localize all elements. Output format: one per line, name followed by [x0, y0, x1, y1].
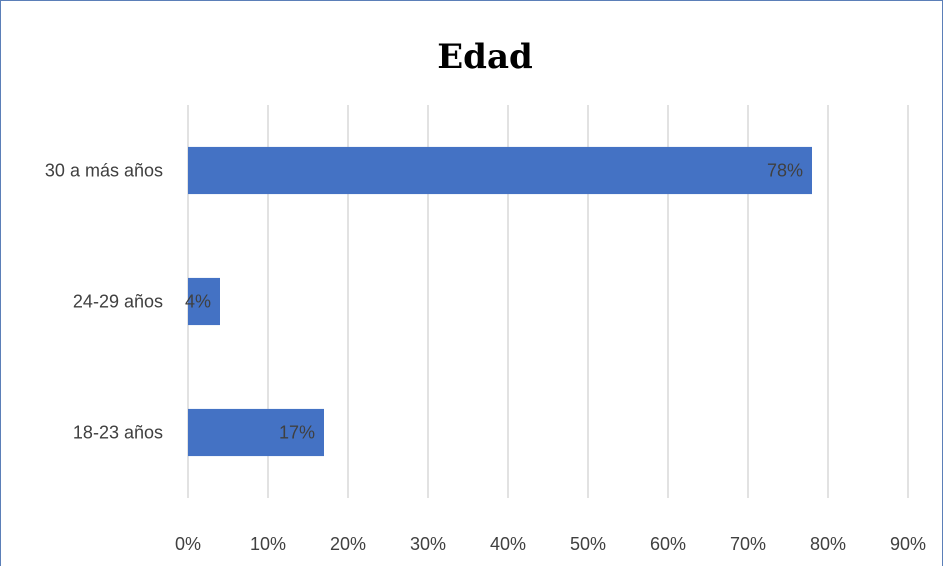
- x-tick-label: 80%: [810, 534, 846, 554]
- x-tick-label: 20%: [330, 534, 366, 554]
- data-label: 4%: [185, 292, 211, 312]
- bar: [188, 146, 812, 195]
- data-label: 17%: [279, 423, 315, 443]
- category-label: 24-29 años: [73, 292, 163, 312]
- x-tick-label: 50%: [570, 534, 606, 554]
- data-labels: 78% 4% 17%: [185, 161, 803, 443]
- category-label: 30 a más años: [45, 161, 163, 181]
- x-tick-label: 0%: [175, 534, 201, 554]
- x-tick-label: 70%: [730, 534, 766, 554]
- data-label: 78%: [767, 161, 803, 181]
- x-tick-label: 60%: [650, 534, 686, 554]
- bar: [188, 277, 220, 326]
- x-axis-tick-labels: 0% 10% 20% 30% 40% 50% 60% 70% 80% 90%: [175, 534, 926, 554]
- category-labels: 30 a más años 24-29 años 18-23 años: [45, 161, 163, 443]
- x-tick-label: 30%: [410, 534, 446, 554]
- bars: [188, 146, 812, 457]
- x-tick-label: 90%: [890, 534, 926, 554]
- bar: [188, 408, 324, 457]
- chart-title: Edad: [437, 37, 533, 77]
- x-tick-label: 40%: [490, 534, 526, 554]
- category-label: 18-23 años: [73, 423, 163, 443]
- x-tick-label: 10%: [250, 534, 286, 554]
